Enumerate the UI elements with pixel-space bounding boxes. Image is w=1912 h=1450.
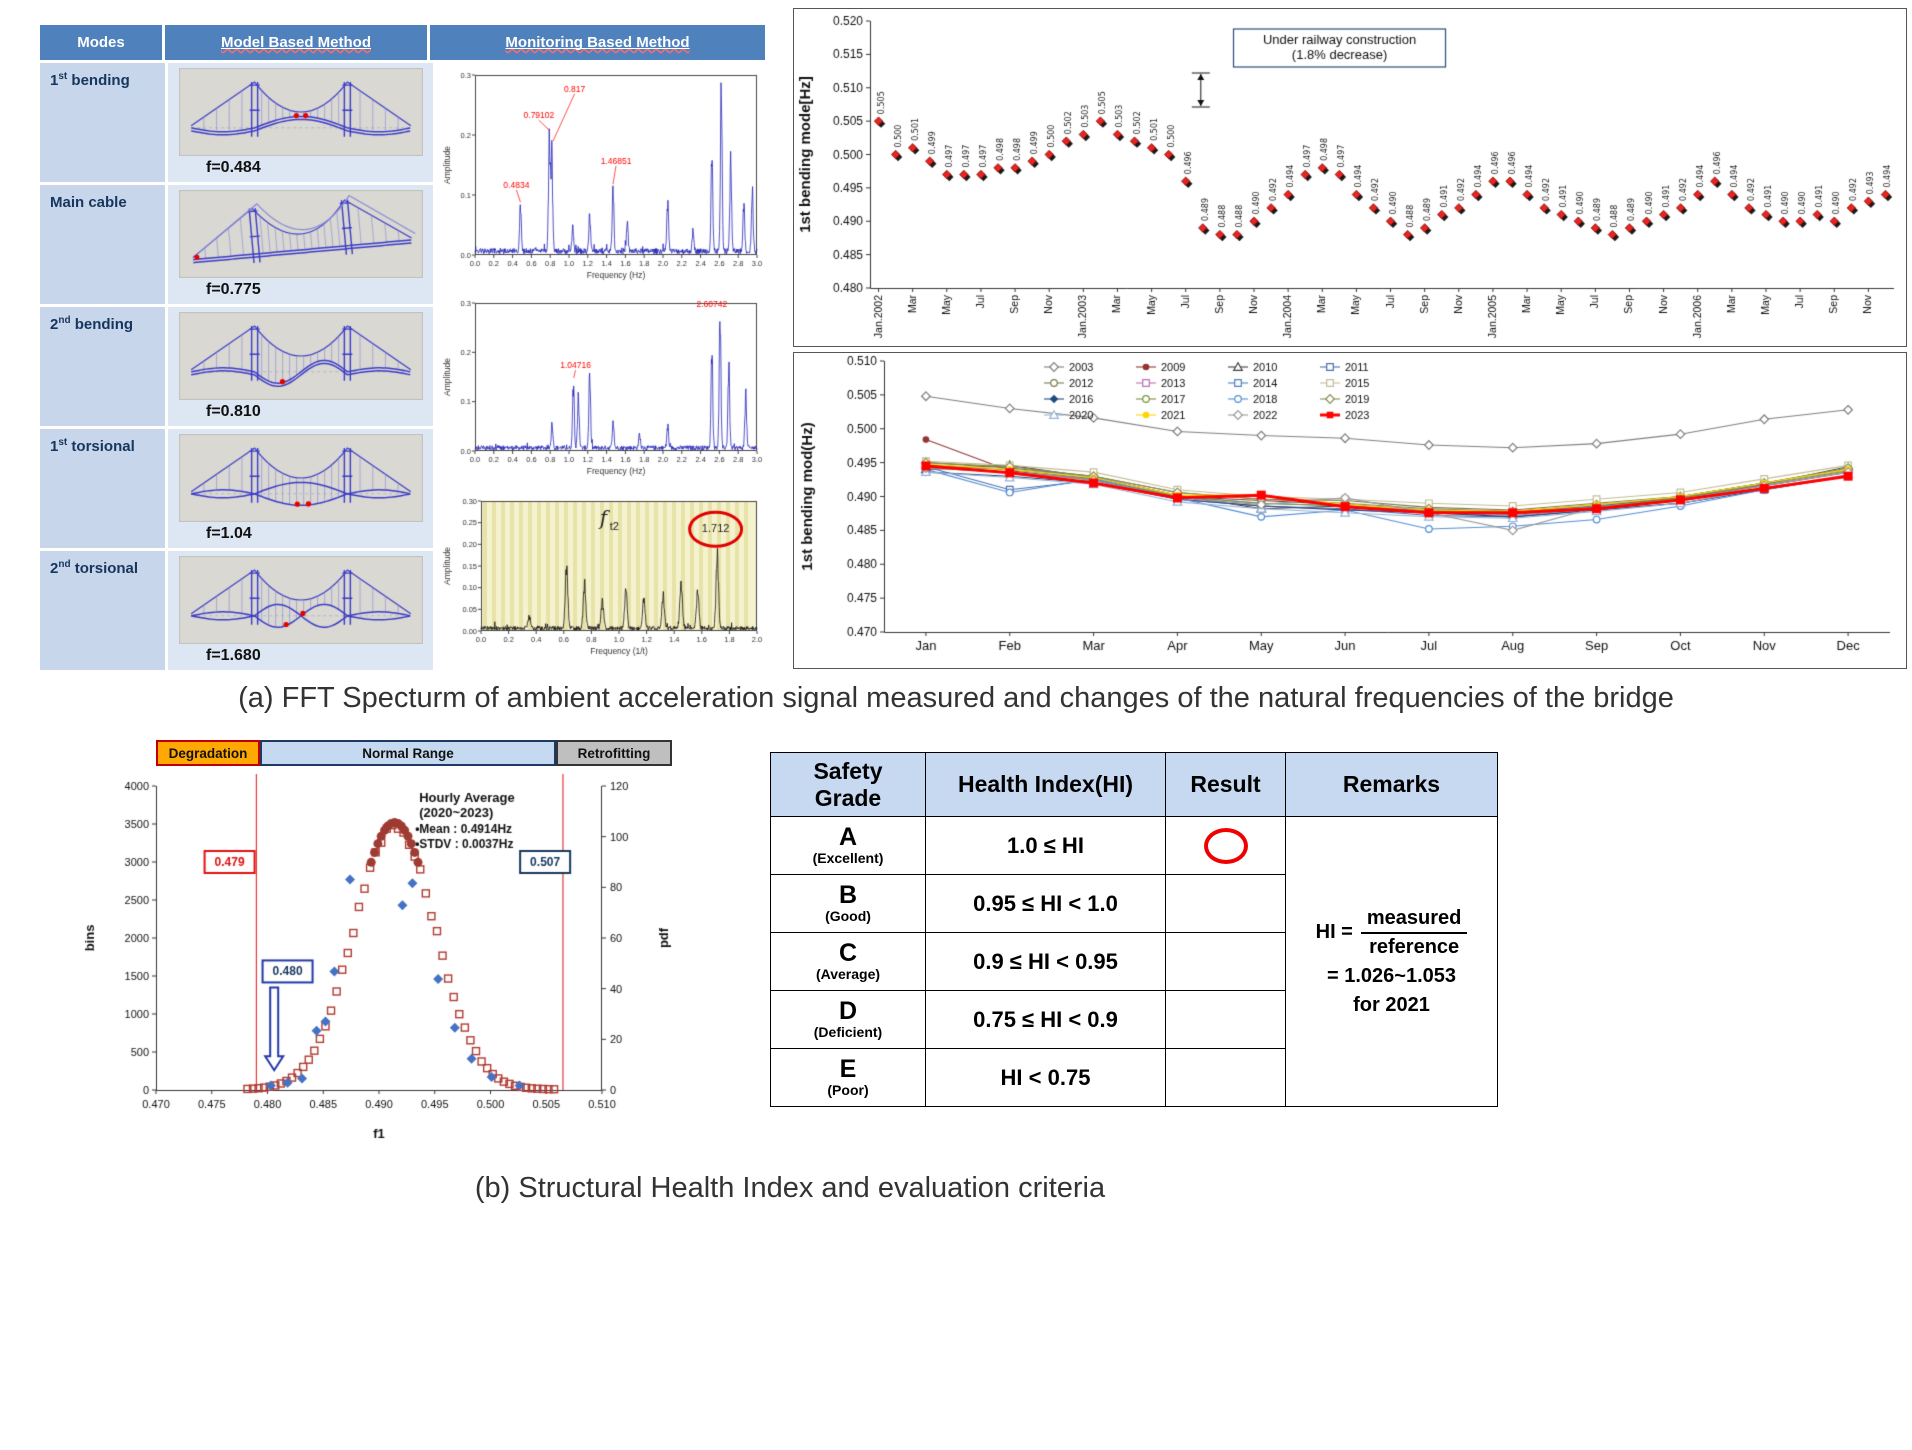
remarks-result: = 1.026~1.053 <box>1326 964 1456 987</box>
frequency-distribution-chart: Degradation Normal Range Retrofitting <box>80 740 680 1150</box>
mode-shape-cell-main-cable: f=0.775 <box>168 185 433 304</box>
grade-cell: C (Average) <box>770 932 926 991</box>
grade-cell: E (Poor) <box>770 1048 926 1107</box>
modes-table: Modes Model Based Method Monitoring Base… <box>40 25 771 670</box>
remarks-fraction: measured reference <box>1360 907 1468 959</box>
grade-cell: B (Good) <box>770 874 926 933</box>
frequency-label: f=1.680 <box>206 647 261 664</box>
mode-shape-image-1st-bending <box>178 68 423 156</box>
frequency-label: f=1.04 <box>206 525 252 542</box>
col-safety-grade: Safety Grade <box>770 752 926 817</box>
col-remarks: Remarks <box>1285 752 1498 817</box>
fft-spectrum-chart-2 <box>441 295 765 477</box>
hi-range-cell: 0.95 ≤ HI < 1.0 <box>925 874 1166 933</box>
table-row-grade-a: A (Excellent) 1.0 ≤ HI HI = measured refe… <box>770 816 1498 1107</box>
hi-range-cell: 1.0 ≤ HI <box>925 816 1166 875</box>
mode-label-2nd-bending: 2nd bending <box>40 307 165 426</box>
grade-cell: A (Excellent) <box>770 816 926 875</box>
col-result: Result <box>1165 752 1286 817</box>
caption-b: (b) Structural Health Index and evaluati… <box>474 1172 1106 1204</box>
header-modes: Modes <box>40 25 165 60</box>
table-row-grade-d: D (Deficient) 0.75 ≤ HI < 0.9 <box>770 990 1498 1049</box>
mode-shape-cell-2nd-torsional: f=1.680 <box>168 551 433 670</box>
mode-label-2nd-torsional: 2nd torsional <box>40 551 165 670</box>
frequency-label: f=0.810 <box>206 403 261 420</box>
mode-shape-image-2nd-torsional <box>178 556 423 644</box>
mode-shape-image-1st-torsional <box>178 434 423 522</box>
result-cell <box>1165 990 1286 1049</box>
result-cell <box>1165 1048 1286 1107</box>
fft-spectrum-chart-1 <box>441 67 765 281</box>
hi-range-cell: HI < 0.75 <box>925 1048 1166 1107</box>
mode-shape-cell-2nd-bending: f=0.810 <box>168 307 433 426</box>
remarks-year: for 2021 <box>1353 993 1430 1016</box>
bending-mode-timeseries-chart <box>793 8 1907 347</box>
header-model-based: Model Based Method <box>165 25 430 60</box>
timeseries-canvas <box>794 9 1906 346</box>
result-cell <box>1165 874 1286 933</box>
mode-shape-cell-1st-bending: f=0.484 <box>168 63 433 182</box>
mode-label-1st-bending: 1st bending <box>40 63 165 182</box>
table-row-grade-e: E (Poor) HI < 0.75 <box>770 1048 1498 1107</box>
monitoring-plots-cell <box>436 63 771 670</box>
header-monitoring-based: Monitoring Based Method <box>430 25 765 60</box>
hi-range-cell: 0.75 ≤ HI < 0.9 <box>925 990 1166 1049</box>
fft-spectrum-chart-3 <box>441 493 765 657</box>
caption-a: (a) FFT Specturm of ambient acceleration… <box>238 682 1674 714</box>
table-row-grade-c: C (Average) 0.9 ≤ HI < 0.95 <box>770 932 1498 991</box>
result-cell <box>1165 816 1286 875</box>
mode-shape-cell-1st-torsional: f=1.04 <box>168 429 433 548</box>
grade-cell: D (Deficient) <box>770 990 926 1049</box>
mode-label-1st-torsional: 1st torsional <box>40 429 165 548</box>
col-health-index: Health Index(HI) <box>925 752 1166 817</box>
mode-shape-image-2nd-bending <box>178 312 423 400</box>
health-index-header-row: Safety Grade Health Index(HI) Result Rem… <box>770 752 1498 817</box>
remarks-cell: HI = measured reference = 1.026~1.053 fo… <box>1285 816 1498 1107</box>
frequency-label: f=0.484 <box>206 159 261 176</box>
remarks-lhs: HI = <box>1315 921 1353 943</box>
histogram-canvas <box>80 772 680 1144</box>
result-cell <box>1165 932 1286 991</box>
degradation-band: Degradation <box>156 740 260 766</box>
normal-range-band: Normal Range <box>260 740 556 766</box>
health-index-table: Safety Grade Health Index(HI) Result Rem… <box>770 752 1498 1107</box>
modes-table-body: 1st bending f=0.484 Main cable f=0.775 2… <box>40 63 771 670</box>
retrofitting-band: Retrofitting <box>556 740 672 766</box>
result-circle-marker <box>1203 827 1248 864</box>
table-row-grade-b: B (Good) 0.95 ≤ HI < 1.0 <box>770 874 1498 933</box>
frequency-label: f=0.775 <box>206 281 261 298</box>
monthly-canvas <box>794 353 1906 668</box>
modes-table-header: Modes Model Based Method Monitoring Base… <box>40 25 768 60</box>
hi-range-cell: 0.9 ≤ HI < 0.95 <box>925 932 1166 991</box>
mode-shape-image-main-cable <box>178 190 423 278</box>
mode-label-main-cable: Main cable <box>40 185 165 304</box>
bending-mode-monthly-chart <box>793 352 1907 669</box>
